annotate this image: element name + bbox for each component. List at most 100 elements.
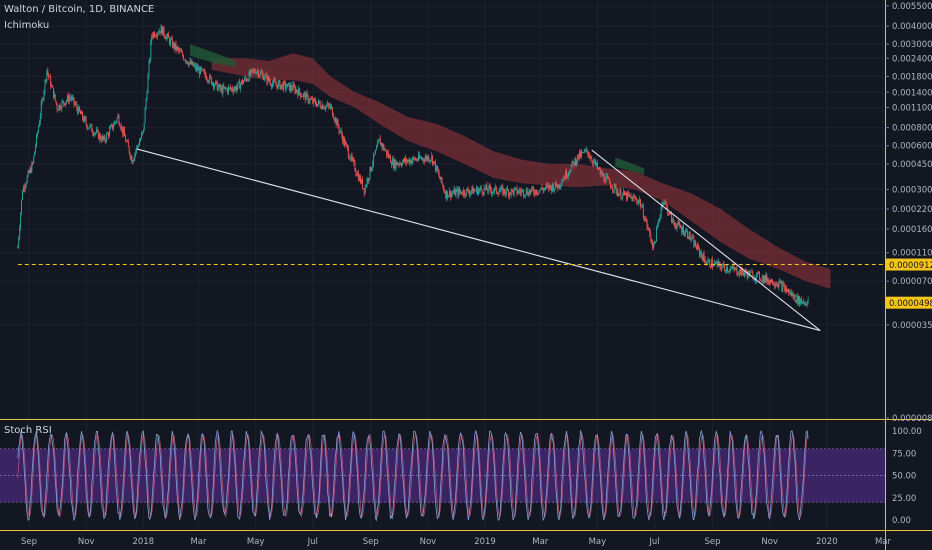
candle-body bbox=[619, 190, 621, 194]
candle-body bbox=[380, 143, 382, 145]
candle-body bbox=[580, 151, 581, 157]
candle-body bbox=[591, 158, 593, 162]
candle-body bbox=[134, 153, 136, 159]
candle-body bbox=[516, 187, 518, 194]
candle-body bbox=[36, 134, 37, 146]
candle-body bbox=[120, 126, 122, 129]
candle-body bbox=[520, 191, 522, 193]
candle-body bbox=[514, 188, 516, 189]
candle-body bbox=[369, 167, 371, 178]
candle-body bbox=[650, 234, 652, 240]
time-tick-label: Mar bbox=[190, 537, 207, 547]
candle-body bbox=[725, 269, 727, 272]
candle-body bbox=[209, 75, 211, 82]
candle-body bbox=[695, 241, 697, 247]
candle-body bbox=[21, 199, 22, 214]
candle-body bbox=[648, 228, 650, 230]
candle-body bbox=[238, 81, 240, 83]
candle-body bbox=[101, 136, 103, 141]
candle-body bbox=[498, 191, 500, 195]
candle-body bbox=[301, 96, 302, 97]
candle-body bbox=[279, 80, 281, 89]
candle-body bbox=[305, 93, 307, 101]
candle-body bbox=[678, 221, 680, 224]
candle-body bbox=[548, 185, 550, 190]
candle-body bbox=[497, 193, 499, 195]
candle-body bbox=[225, 87, 227, 89]
candle-body bbox=[80, 111, 81, 115]
candle-body bbox=[658, 218, 660, 221]
candle-body bbox=[399, 163, 401, 165]
candle-body bbox=[769, 279, 771, 284]
candle-body bbox=[34, 151, 36, 157]
candle-body bbox=[453, 188, 455, 193]
candle-body bbox=[455, 190, 457, 196]
candle-body bbox=[303, 93, 304, 97]
candle-body bbox=[444, 190, 446, 193]
candle-body bbox=[450, 190, 451, 198]
candle-body bbox=[253, 69, 255, 71]
stoch-rsi-label[interactable]: Stoch RSI bbox=[4, 425, 52, 436]
candle-body bbox=[251, 69, 253, 71]
stoch-rsi-d-line bbox=[17, 433, 809, 518]
time-tick-label: Nov bbox=[420, 537, 437, 547]
candle-body bbox=[28, 171, 30, 173]
candle-body bbox=[685, 230, 687, 232]
candle-body bbox=[116, 117, 118, 122]
indicator-label[interactable]: Ichimoku bbox=[4, 20, 50, 31]
candle-body bbox=[232, 90, 234, 92]
candle-body bbox=[30, 168, 32, 173]
candle-body bbox=[663, 202, 665, 204]
candle-body bbox=[762, 276, 764, 283]
candle-body bbox=[333, 118, 335, 121]
candle-body bbox=[274, 81, 276, 85]
candle-body bbox=[454, 188, 456, 196]
candle-body bbox=[259, 75, 260, 77]
candle-body bbox=[110, 126, 111, 129]
trendline-upper[interactable] bbox=[591, 149, 821, 332]
candle-body bbox=[287, 83, 288, 88]
candle-body bbox=[796, 295, 798, 303]
candle-body bbox=[724, 266, 726, 270]
candle-body bbox=[255, 72, 257, 74]
time-tick-label: Jul bbox=[307, 537, 318, 547]
candle-body bbox=[618, 193, 620, 196]
candle-body bbox=[112, 126, 114, 129]
candle-body bbox=[226, 88, 228, 90]
candle-body bbox=[25, 182, 27, 186]
candle-body bbox=[100, 139, 102, 141]
candle-body bbox=[104, 136, 106, 141]
candle-body bbox=[98, 134, 100, 139]
candle-body bbox=[72, 97, 74, 99]
stoch-rsi-tick-label: 100.00 bbox=[892, 427, 922, 437]
candle-body bbox=[206, 79, 208, 81]
candle-body bbox=[726, 267, 728, 272]
candle-body bbox=[228, 87, 229, 93]
candle-body bbox=[763, 275, 765, 283]
candle-body bbox=[338, 126, 340, 132]
candle-body bbox=[765, 275, 767, 281]
candle-body bbox=[608, 178, 610, 180]
candle-body bbox=[284, 81, 286, 83]
stoch-rsi-tick-label: 25.00 bbox=[892, 494, 916, 504]
candle-body bbox=[185, 59, 186, 62]
candle-body bbox=[567, 176, 568, 178]
candle-body bbox=[296, 89, 298, 92]
candle-body bbox=[180, 50, 182, 52]
candle-body bbox=[415, 159, 417, 161]
candle-body bbox=[358, 173, 360, 181]
trendline-lower[interactable] bbox=[136, 148, 821, 332]
candle-body bbox=[672, 218, 674, 223]
candle-body bbox=[673, 222, 675, 224]
candle-body bbox=[639, 199, 640, 202]
candle-body bbox=[549, 185, 551, 190]
candle-body bbox=[242, 80, 243, 84]
candle-body bbox=[147, 75, 149, 93]
candle-body bbox=[125, 136, 126, 142]
candle-body bbox=[540, 187, 542, 190]
candle-body bbox=[342, 136, 344, 143]
